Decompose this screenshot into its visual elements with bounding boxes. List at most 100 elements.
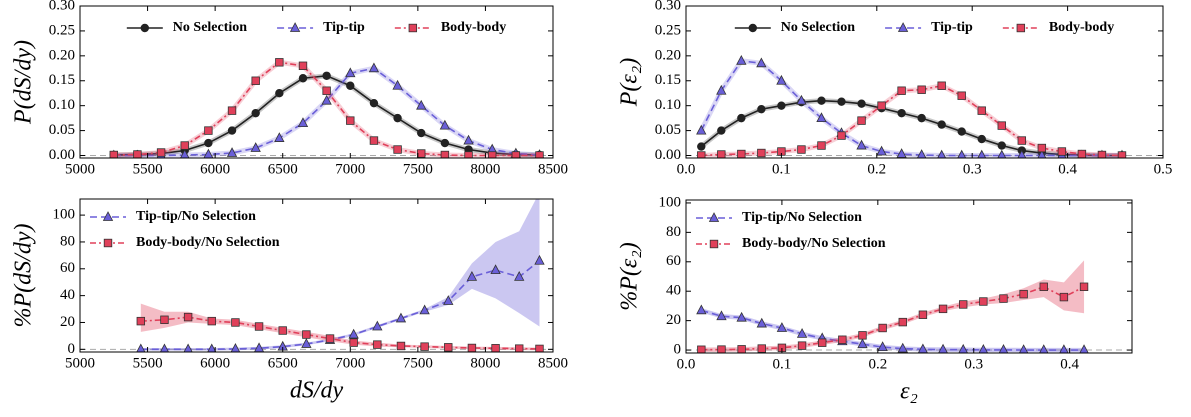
y-axis-label: %P(dS/dy): [11, 224, 37, 328]
marker: [251, 108, 260, 118]
legend-label: No Selection: [781, 20, 855, 35]
marker: [227, 126, 237, 135]
x-tick-label: 0.5: [1154, 161, 1173, 177]
series-line: [701, 84, 1122, 157]
marker: [997, 141, 1006, 150]
y-tick-label: 100: [659, 194, 682, 210]
x-tick-label: 0.3: [964, 356, 983, 372]
marker: [535, 151, 544, 158]
y-tick-label: 20: [666, 312, 681, 328]
marker: [736, 54, 747, 65]
y-tick-label: 0.25: [655, 22, 681, 38]
y-tick-label: 0.10: [655, 97, 681, 113]
legend-item: Tip-tip: [277, 20, 365, 35]
marker: [396, 341, 406, 351]
marker: [716, 310, 727, 321]
legend-label: Tip-tip: [931, 20, 973, 35]
x-tick-label: 5500: [133, 161, 163, 177]
y-axis-label: %P(ε₂): [617, 242, 643, 310]
x-tick-label: 0.0: [677, 356, 696, 372]
marker: [748, 23, 758, 33]
marker: [156, 148, 166, 157]
marker: [1117, 151, 1127, 158]
x-tick-label: 5500: [133, 355, 163, 371]
marker: [514, 270, 525, 281]
marker: [275, 58, 284, 67]
series-halo: [113, 65, 540, 158]
marker: [717, 345, 726, 353]
marker: [1059, 292, 1069, 302]
marker: [368, 62, 380, 73]
marker: [797, 145, 806, 154]
marker: [109, 150, 118, 158]
x-tick-label: 8500: [538, 161, 568, 177]
marker: [289, 22, 301, 32]
marker: [322, 71, 331, 80]
marker: [466, 270, 478, 281]
marker: [837, 97, 846, 106]
panel: 5000 5500 6000 6500 7000 7500 8000 8500 0.00 0.05…: [11, 0, 569, 177]
y-tick-label: 100: [53, 207, 76, 223]
x-tick-label: 5000: [65, 161, 95, 177]
plot-area: [80, 199, 553, 352]
marker: [183, 312, 193, 322]
y-tick-label: 0: [68, 341, 76, 357]
marker: [393, 145, 402, 154]
marker: [958, 343, 969, 353]
marker: [254, 322, 264, 331]
panel: 0.0 0.1 0.2 0.3 0.4 0.5 0.00 0.05 0.10 0.15 0.20 0.…: [617, 0, 1173, 177]
x-tick-label: 0.1: [773, 356, 792, 372]
y-tick-label: 40: [60, 287, 75, 303]
legend-label: Tip-tip/No Selection: [136, 209, 256, 224]
x-tick-label: 0.0: [677, 161, 696, 177]
marker: [817, 338, 827, 347]
marker: [977, 106, 986, 115]
marker: [321, 94, 332, 105]
marker: [978, 344, 989, 353]
y-tick-label: 0.25: [49, 22, 75, 38]
y-axis-label: P(dS/dy): [11, 40, 37, 125]
legend-label: Tip-tip: [323, 20, 365, 35]
y-tick-label: 0.20: [655, 47, 681, 63]
marker: [757, 104, 766, 114]
marker: [159, 343, 169, 352]
y-axis-label: P(ε₂): [617, 58, 643, 107]
y-tick-label: 0.15: [655, 72, 681, 88]
marker: [958, 300, 968, 309]
marker: [417, 149, 426, 158]
marker: [737, 345, 746, 353]
plot-frame: [685, 5, 1164, 159]
y-tick-label: 0.30: [49, 0, 75, 13]
marker: [998, 344, 1009, 353]
marker: [1077, 149, 1087, 158]
marker: [716, 84, 727, 95]
legend-item: Tip-tip/No Selection: [90, 209, 256, 224]
marker: [1019, 289, 1028, 299]
marker: [515, 344, 524, 352]
marker: [487, 151, 497, 158]
marker: [777, 101, 786, 110]
marker: [302, 330, 311, 339]
y-tick-label: 0.00: [655, 147, 681, 163]
marker: [697, 142, 706, 151]
marker: [837, 131, 846, 140]
marker: [207, 316, 216, 326]
y-tick-label: 80: [60, 233, 75, 249]
marker: [857, 338, 868, 349]
marker: [857, 99, 866, 108]
marker: [133, 150, 142, 158]
series-line: [701, 309, 1085, 351]
marker: [444, 343, 453, 352]
marker: [997, 121, 1006, 130]
marker: [373, 340, 382, 349]
marker: [275, 89, 284, 98]
marker: [977, 134, 986, 144]
marker: [736, 311, 747, 322]
marker: [917, 113, 926, 123]
marker: [938, 343, 948, 353]
marker: [1079, 282, 1089, 291]
marker: [227, 106, 237, 115]
marker: [140, 23, 150, 33]
marker: [1037, 143, 1047, 153]
error-band: [140, 303, 540, 351]
